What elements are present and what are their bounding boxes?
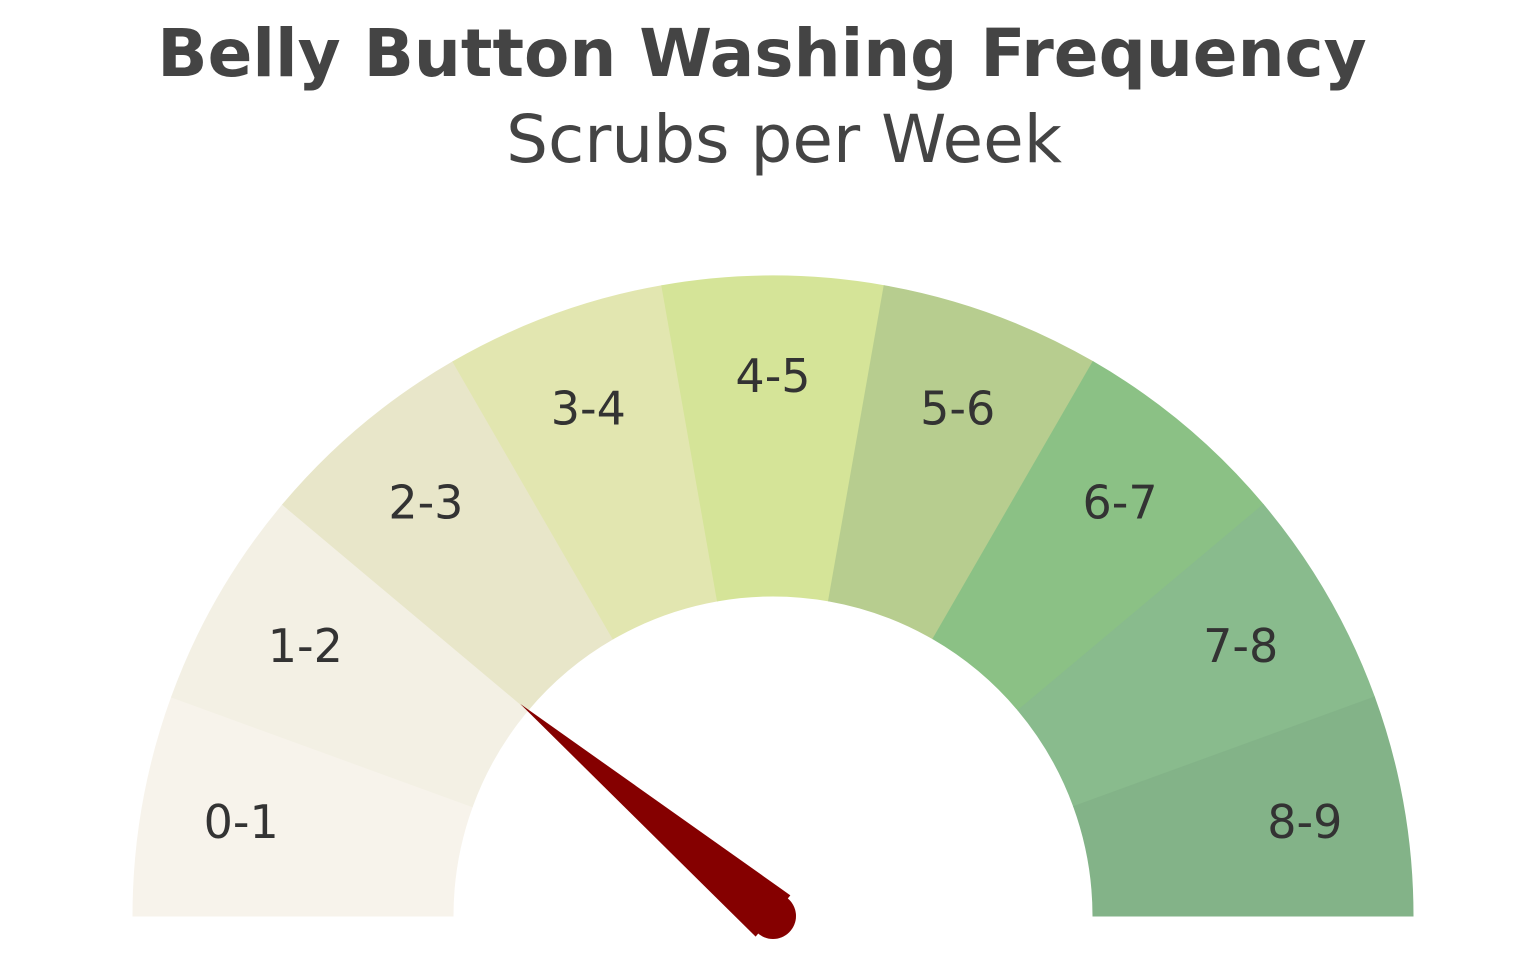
gauge-needle [520,703,791,937]
gauge-segment-label: 6-7 [1083,475,1158,529]
chart-title: Belly Button Washing Frequency [157,15,1366,92]
gauge-needle-group [520,703,796,939]
gauge-segment-label: 1-2 [268,619,343,673]
gauge-segment-label: 4-5 [735,349,810,403]
gauge-segment-label: 5-6 [920,382,995,436]
gauge-segment-labels: 0-1 1-2 2-3 3-4 4-5 5-6 6-7 7-8 8-9 [204,349,1343,849]
gauge-needle-hub [750,893,796,939]
gauge-segment-label: 0-1 [204,795,279,849]
gauge-segment-8-9 [1073,696,1414,917]
chart-subtitle: Scrubs per Week [506,101,1063,178]
gauge-segments [132,275,1414,917]
gauge-segment-label: 7-8 [1203,619,1278,673]
gauge-segment-label: 3-4 [551,382,626,436]
gauge-segment-label: 2-3 [388,475,463,529]
gauge-segment-label: 8-9 [1267,795,1342,849]
